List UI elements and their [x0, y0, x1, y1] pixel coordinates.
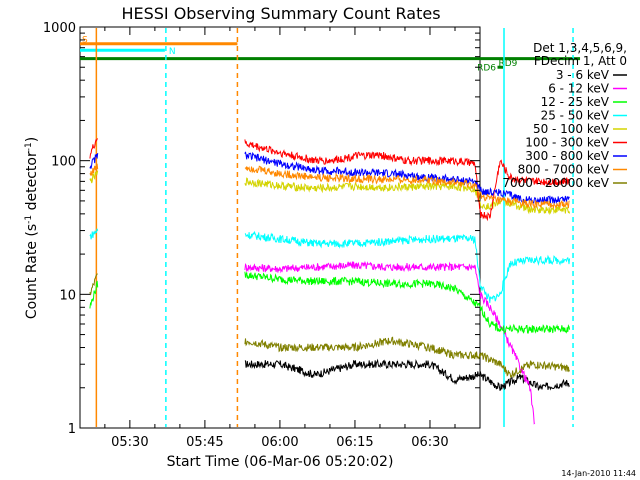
- legend-header-1: Det 1,3,4,5,6,9,: [533, 41, 627, 55]
- plot-area: S N RD6 RD9 05:30 05:45 06:00 06:15 06:30 1 10 10…: [43, 21, 581, 450]
- x-tick-label: 06:30: [411, 435, 448, 450]
- series-line: [244, 151, 570, 205]
- y-tick-label: 10: [59, 288, 76, 303]
- x-tick-label: 06:15: [336, 435, 373, 450]
- series-lines: [89, 138, 571, 425]
- x-tick-label: 06:00: [261, 435, 298, 450]
- legend-label: 12 - 25 keV: [541, 95, 610, 109]
- y-axis-ticks: 1 10 100 1000: [43, 21, 480, 437]
- y-tick-label: 1000: [43, 21, 76, 36]
- chart-title: HESSI Observing Summary Count Rates: [121, 4, 440, 23]
- series-line: [244, 336, 570, 379]
- flag-bars: S N RD6 RD9: [80, 36, 581, 74]
- legend-label: 25 - 50 keV: [541, 109, 610, 123]
- y-label-sup1: -1: [24, 215, 34, 224]
- legend-label: 50 - 100 keV: [533, 122, 610, 136]
- series-line: [89, 153, 99, 169]
- legend-label: 6 - 12 keV: [548, 82, 610, 96]
- y-label-sup2: -1: [24, 142, 34, 151]
- y-tick-label: 100: [51, 155, 76, 170]
- series-line: [244, 177, 571, 216]
- series-line: [89, 228, 99, 240]
- legend-label: 100 - 300 keV: [525, 136, 609, 150]
- series-line: [244, 358, 570, 391]
- flag-label: S: [82, 36, 88, 46]
- legend-label: 3 - 6 keV: [556, 68, 610, 82]
- y-label-mid: detector: [24, 151, 40, 215]
- legend-label: 7000 - 20000 keV: [502, 176, 609, 190]
- legend-header-2: FDecim 1, Att 0: [534, 54, 627, 68]
- x-tick-label: 05:45: [186, 435, 223, 450]
- series-line: [244, 165, 570, 210]
- legend-label: 300 - 800 keV: [525, 149, 609, 163]
- x-axis-ticks: 05:30 05:45 06:00 06:15 06:30: [104, 27, 481, 450]
- series-line: [89, 170, 99, 184]
- legend-label: 800 - 7000 keV: [518, 163, 610, 177]
- series-line: [244, 230, 571, 303]
- y-label-end: ): [24, 137, 40, 142]
- flag-label: N: [169, 47, 176, 57]
- flag-label: RD6: [477, 64, 496, 74]
- series-line: [244, 271, 571, 335]
- timestamp: 14-Jan-2010 11:44: [561, 469, 636, 478]
- series-line: [89, 273, 98, 296]
- series-line: [244, 260, 536, 425]
- series-line: [89, 163, 99, 177]
- plot-frame: [79, 26, 481, 429]
- series-line: [89, 138, 99, 159]
- legend: Det 1,3,4,5,6,9, FDecim 1, Att 0 3 - 6 k…: [502, 41, 627, 190]
- vertical-markers: [95, 28, 574, 427]
- x-axis-label: Start Time (06-Mar-06 05:20:02): [167, 454, 394, 470]
- flag-label: RD9: [499, 59, 518, 69]
- y-label-main: Count Rate (s: [24, 224, 40, 319]
- series-line: [244, 139, 571, 222]
- y-axis-label: Count Rate (s-1 detector-1): [24, 137, 40, 319]
- y-tick-label: 1: [68, 422, 76, 437]
- series-line: [89, 280, 99, 309]
- x-tick-label: 05:30: [111, 435, 148, 450]
